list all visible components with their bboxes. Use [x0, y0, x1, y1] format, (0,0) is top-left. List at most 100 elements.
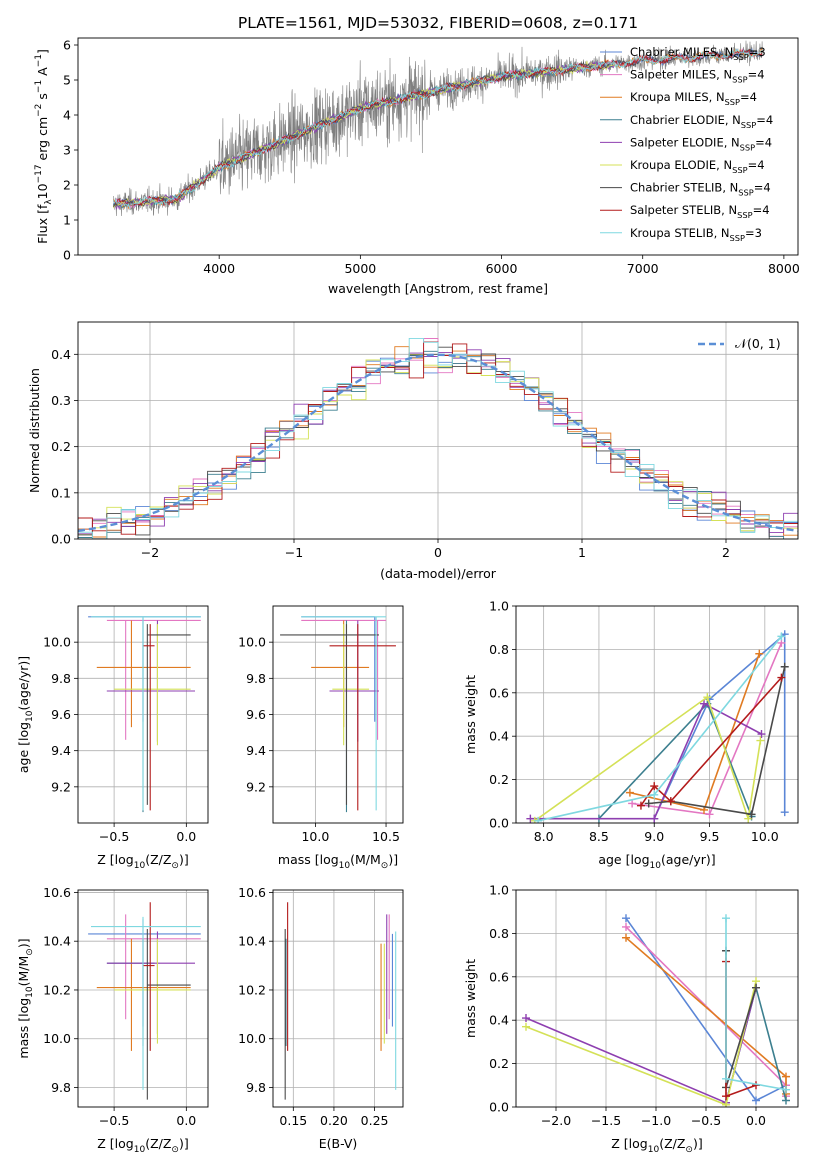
- weight-salpeter-elodie-marker: [526, 814, 535, 823]
- x-tick-label: 0.0: [176, 1113, 196, 1128]
- weight-kroupa-elodie-marker: [522, 1022, 530, 1031]
- spectrum-ylabel: Flux [fλ10−17 erg cm−2 s−1 A−1]: [34, 49, 54, 244]
- age-z-xlabel: Z [log10(Z/Z⊙)]: [97, 852, 188, 871]
- weight-salpeter-elodie-marker: [650, 814, 659, 823]
- y-tick-label: 9.2: [246, 779, 266, 794]
- y-tick-label: 10.6: [238, 885, 266, 900]
- y-tick-label: 0.4: [489, 1013, 509, 1028]
- age-vs-Z-errorbars: [88, 616, 201, 813]
- weight-salpeter-miles-marker: [622, 922, 630, 931]
- x-tick-label: 0.0: [746, 1113, 766, 1128]
- mass-vs-Z-errorbars: [88, 902, 201, 1100]
- legend-label-chabrier-elodie: Chabrier ELODIE, NSSP=4: [630, 113, 773, 130]
- weight-chabrier-stelib-line: [725, 950, 757, 1088]
- x-tick-label: −0.5: [99, 1113, 129, 1128]
- x-tick-label: 10.5: [372, 829, 400, 844]
- figure-title: PLATE=1561, MJD=53032, FIBERID=0608, z=0…: [238, 14, 638, 32]
- mass-vs-EBV-axes: 0.15 0.20 0.25 9.8 10.0 10.2 10.4 10.6: [238, 885, 403, 1128]
- y-tick-label: 0.2: [51, 439, 71, 454]
- weight-chabrier-stelib-line: [648, 666, 786, 816]
- weight-kroupa-stelib-marker: [722, 914, 730, 923]
- legend-label-chabrier-miles: Chabrier MILES, NSSP=3: [630, 45, 766, 62]
- weight-salpeter-stelib-marker: [650, 782, 659, 791]
- weight-kroupa-elodie-marker: [703, 693, 712, 702]
- mass-vs-EBV-frame: [272, 889, 404, 1108]
- mass-z-xlabel: Z [log10(Z/Z⊙)]: [97, 1136, 188, 1155]
- y-tick-label: 10.0: [238, 635, 266, 650]
- weight-chabrier-stelib-marker: [747, 810, 756, 819]
- y-tick-label: 10.2: [238, 982, 266, 997]
- mass-ylabel: mass [log10(M/M⊙)]: [16, 938, 35, 1058]
- mass-vs-Z-frame: [77, 889, 209, 1108]
- weight-vs-age-ylabel: mass weight: [463, 675, 478, 754]
- x-tick-label: −1.0: [641, 1113, 671, 1128]
- weight-salpeter-elodie-marker: [522, 1014, 530, 1023]
- age-ylabel: age [log10(age/yr)]: [16, 656, 35, 773]
- y-tick-label: 0: [63, 248, 71, 263]
- x-tick-label: 0.25: [361, 1113, 389, 1128]
- weight-salpeter-elodie-line: [525, 987, 757, 1104]
- x-tick-label: 6000: [486, 261, 518, 276]
- y-tick-label: 9.6: [246, 707, 266, 722]
- y-tick-label: 10.0: [43, 635, 71, 650]
- weight-chabrier-stelib-marker: [780, 662, 789, 671]
- y-tick-label: 6: [63, 38, 71, 53]
- legend-label-salpeter-elodie: Salpeter ELODIE, NSSP=4: [630, 135, 772, 152]
- x-tick-label: −0.5: [691, 1113, 721, 1128]
- weight-chabrier-stelib-marker: [752, 983, 760, 992]
- legend-gaussian-label: 𝒩(0, 1): [735, 336, 781, 351]
- weight-kroupa-stelib-marker: [782, 1085, 790, 1094]
- weight-vs-age-frame: [515, 605, 799, 824]
- x-tick-label: −2.0: [541, 1113, 571, 1128]
- y-tick-label: 10.6: [43, 885, 71, 900]
- x-tick-label: 10.0: [751, 829, 779, 844]
- model-kroupa-elodie-line: [112, 61, 615, 209]
- weight-salpeter-stelib-marker: [636, 801, 645, 810]
- y-tick-label: 10.0: [238, 1031, 266, 1046]
- x-tick-label: 8.0: [534, 829, 554, 844]
- age-vs-Z-frame: [77, 605, 209, 824]
- y-tick-label: 9.8: [246, 1080, 266, 1095]
- y-tick-label: 9.4: [246, 743, 266, 758]
- weight-salpeter-elodie-marker: [700, 699, 708, 708]
- weight-kroupa-stelib-marker: [722, 1074, 730, 1083]
- y-tick-label: 0.6: [489, 969, 509, 984]
- ebv-xlabel: E(B-V): [319, 1136, 358, 1151]
- legend-label-chabrier-stelib: Chabrier STELIB, NSSP=4: [630, 181, 771, 198]
- legend-label-kroupa-stelib: Kroupa STELIB, NSSP=3: [630, 226, 762, 243]
- weight-kroupa-elodie-line: [525, 980, 757, 1106]
- x-tick-label: −2: [141, 545, 159, 560]
- weight-vs-Z-xlabel: Z [log10(Z/Z⊙)]: [611, 1136, 702, 1155]
- weight-salpeter-miles-marker: [628, 799, 637, 808]
- weight-salpeter-stelib-marker: [722, 1092, 730, 1101]
- y-tick-label: 10.0: [43, 1031, 71, 1046]
- weight-chabrier-miles-marker: [780, 808, 789, 817]
- weight-vs-Z-ylabel: mass weight: [463, 959, 478, 1038]
- spectrum-frame: [77, 37, 799, 256]
- weight-kroupa-miles-marker: [782, 1072, 790, 1081]
- y-tick-label: 0.0: [489, 816, 509, 831]
- y-tick-label: 0.0: [489, 1100, 509, 1115]
- y-tick-label: 10.4: [238, 934, 266, 949]
- y-tick-label: 10.4: [43, 934, 71, 949]
- weight-salpeter-stelib-marker: [777, 673, 786, 682]
- y-tick-label: 0.6: [489, 685, 509, 700]
- x-tick-label: 0.20: [320, 1113, 348, 1128]
- weight-kroupa-miles-marker: [625, 788, 634, 797]
- y-tick-label: 0.4: [51, 347, 71, 362]
- weight-vs-age-series: [526, 630, 789, 823]
- y-tick-label: 9.8: [51, 671, 71, 686]
- weight-chabrier-miles-marker: [622, 914, 630, 923]
- weight-vs-age-axes: 8.0 8.5 9.0 9.5 10.0 0.0 0.2 0.4 0.6 0.8 1.0: [489, 599, 798, 844]
- histogram-series: [78, 337, 798, 539]
- x-tick-label: 0: [434, 545, 442, 560]
- y-tick-label: 9.8: [246, 671, 266, 686]
- y-tick-label: 0.2: [489, 772, 509, 787]
- model-chabrier-stelib-line: [112, 48, 763, 208]
- y-tick-label: 3: [63, 143, 71, 158]
- residuals-axes: −2 −1 0 1 2 0.0 0.1 0.2 0.3 0.4: [51, 322, 798, 560]
- x-tick-label: 10.0: [301, 829, 329, 844]
- x-tick-label: 8.5: [589, 829, 609, 844]
- weight-kroupa-miles-marker: [622, 933, 630, 942]
